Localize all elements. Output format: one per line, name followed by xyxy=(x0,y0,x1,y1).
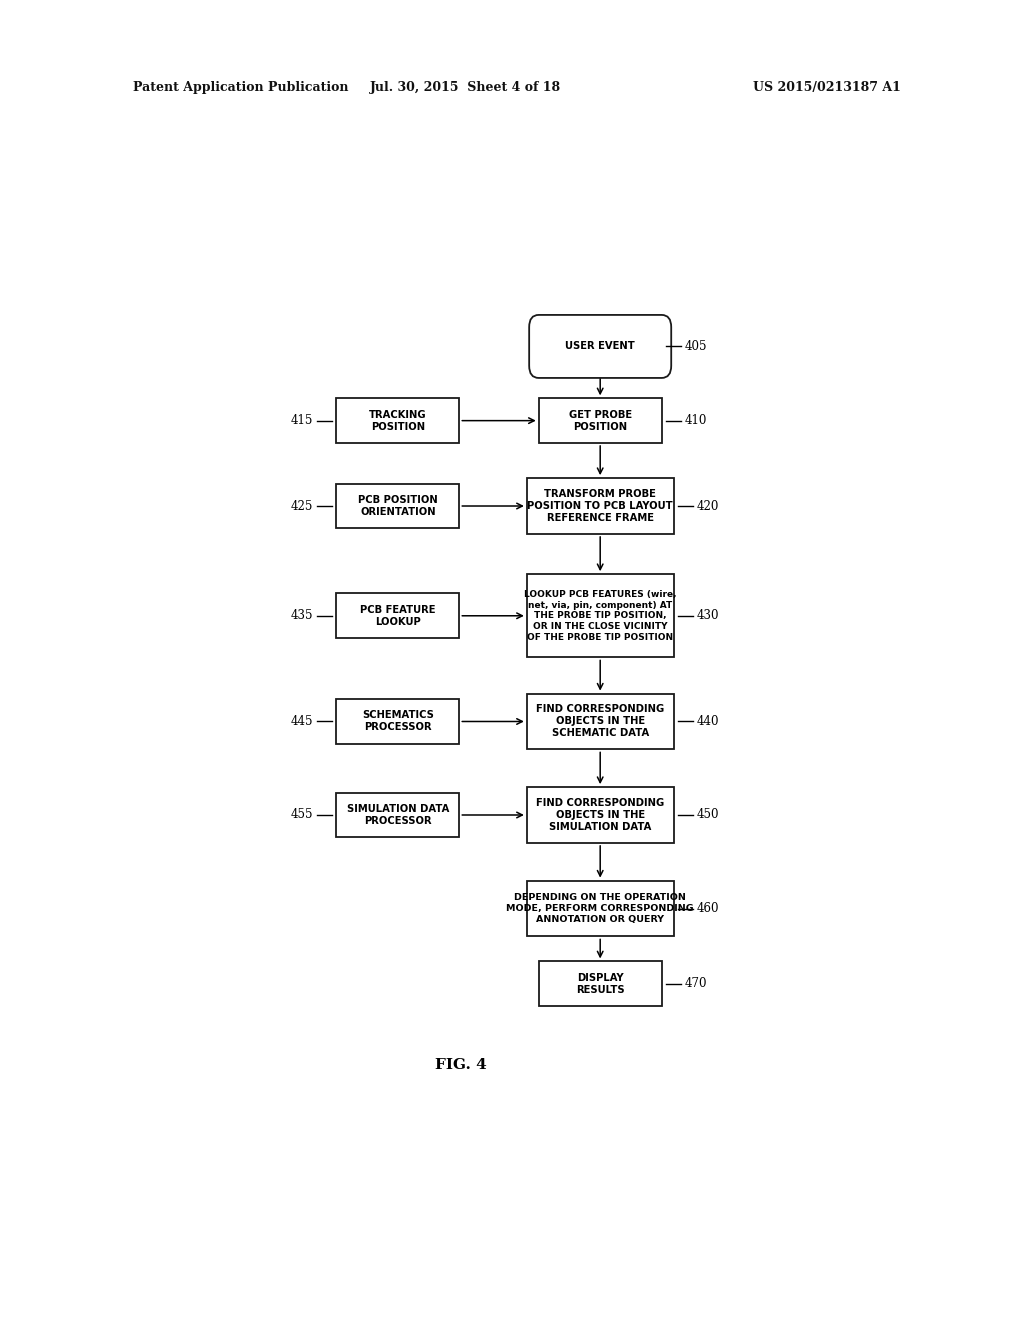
Text: DISPLAY
RESULTS: DISPLAY RESULTS xyxy=(575,973,625,995)
Text: 450: 450 xyxy=(696,808,719,821)
Text: 445: 445 xyxy=(291,715,313,729)
Text: 415: 415 xyxy=(291,414,313,428)
Bar xyxy=(539,399,662,444)
Bar xyxy=(336,792,460,837)
Text: LOOKUP PCB FEATURES (wire,
net, via, pin, component) AT
THE PROBE TIP POSITION,
: LOOKUP PCB FEATURES (wire, net, via, pin… xyxy=(524,590,677,642)
Bar xyxy=(336,483,460,528)
Text: 470: 470 xyxy=(685,977,708,990)
Text: TRANSFORM PROBE
POSITION TO PCB LAYOUT
REFERENCE FRAME: TRANSFORM PROBE POSITION TO PCB LAYOUT R… xyxy=(527,488,673,523)
Text: DEPENDING ON THE OPERATION
MODE, PERFORM CORRESPONDING
ANNOTATION OR QUERY: DEPENDING ON THE OPERATION MODE, PERFORM… xyxy=(507,894,694,924)
Text: Jul. 30, 2015  Sheet 4 of 18: Jul. 30, 2015 Sheet 4 of 18 xyxy=(371,81,561,94)
Text: USER EVENT: USER EVENT xyxy=(565,342,635,351)
Text: US 2015/0213187 A1: US 2015/0213187 A1 xyxy=(754,81,901,94)
Text: FIND CORRESPONDING
OBJECTS IN THE
SCHEMATIC DATA: FIND CORRESPONDING OBJECTS IN THE SCHEMA… xyxy=(537,705,665,738)
Text: 420: 420 xyxy=(696,499,719,512)
Text: 435: 435 xyxy=(291,610,313,622)
Text: 440: 440 xyxy=(696,715,719,729)
Bar xyxy=(526,693,674,750)
Text: 410: 410 xyxy=(685,414,708,428)
Bar xyxy=(526,574,674,657)
Bar xyxy=(526,787,674,843)
Bar xyxy=(526,478,674,535)
Text: GET PROBE
POSITION: GET PROBE POSITION xyxy=(568,409,632,432)
Text: TRACKING
POSITION: TRACKING POSITION xyxy=(369,409,427,432)
Text: 405: 405 xyxy=(685,341,708,352)
Text: SIMULATION DATA
PROCESSOR: SIMULATION DATA PROCESSOR xyxy=(347,804,449,826)
Bar xyxy=(336,594,460,638)
Text: 425: 425 xyxy=(291,499,313,512)
FancyBboxPatch shape xyxy=(529,315,671,378)
Text: SCHEMATICS
PROCESSOR: SCHEMATICS PROCESSOR xyxy=(361,710,434,733)
Text: 460: 460 xyxy=(696,902,719,915)
Text: FIG. 4: FIG. 4 xyxy=(435,1059,487,1072)
Text: PCB POSITION
ORIENTATION: PCB POSITION ORIENTATION xyxy=(358,495,437,517)
Text: 455: 455 xyxy=(291,808,313,821)
Bar xyxy=(336,399,460,444)
Text: Patent Application Publication: Patent Application Publication xyxy=(133,81,348,94)
Bar xyxy=(336,700,460,744)
Bar xyxy=(526,880,674,936)
Text: 430: 430 xyxy=(696,610,719,622)
Text: PCB FEATURE
LOOKUP: PCB FEATURE LOOKUP xyxy=(360,605,435,627)
Text: FIND CORRESPONDING
OBJECTS IN THE
SIMULATION DATA: FIND CORRESPONDING OBJECTS IN THE SIMULA… xyxy=(537,799,665,832)
Bar xyxy=(539,961,662,1006)
